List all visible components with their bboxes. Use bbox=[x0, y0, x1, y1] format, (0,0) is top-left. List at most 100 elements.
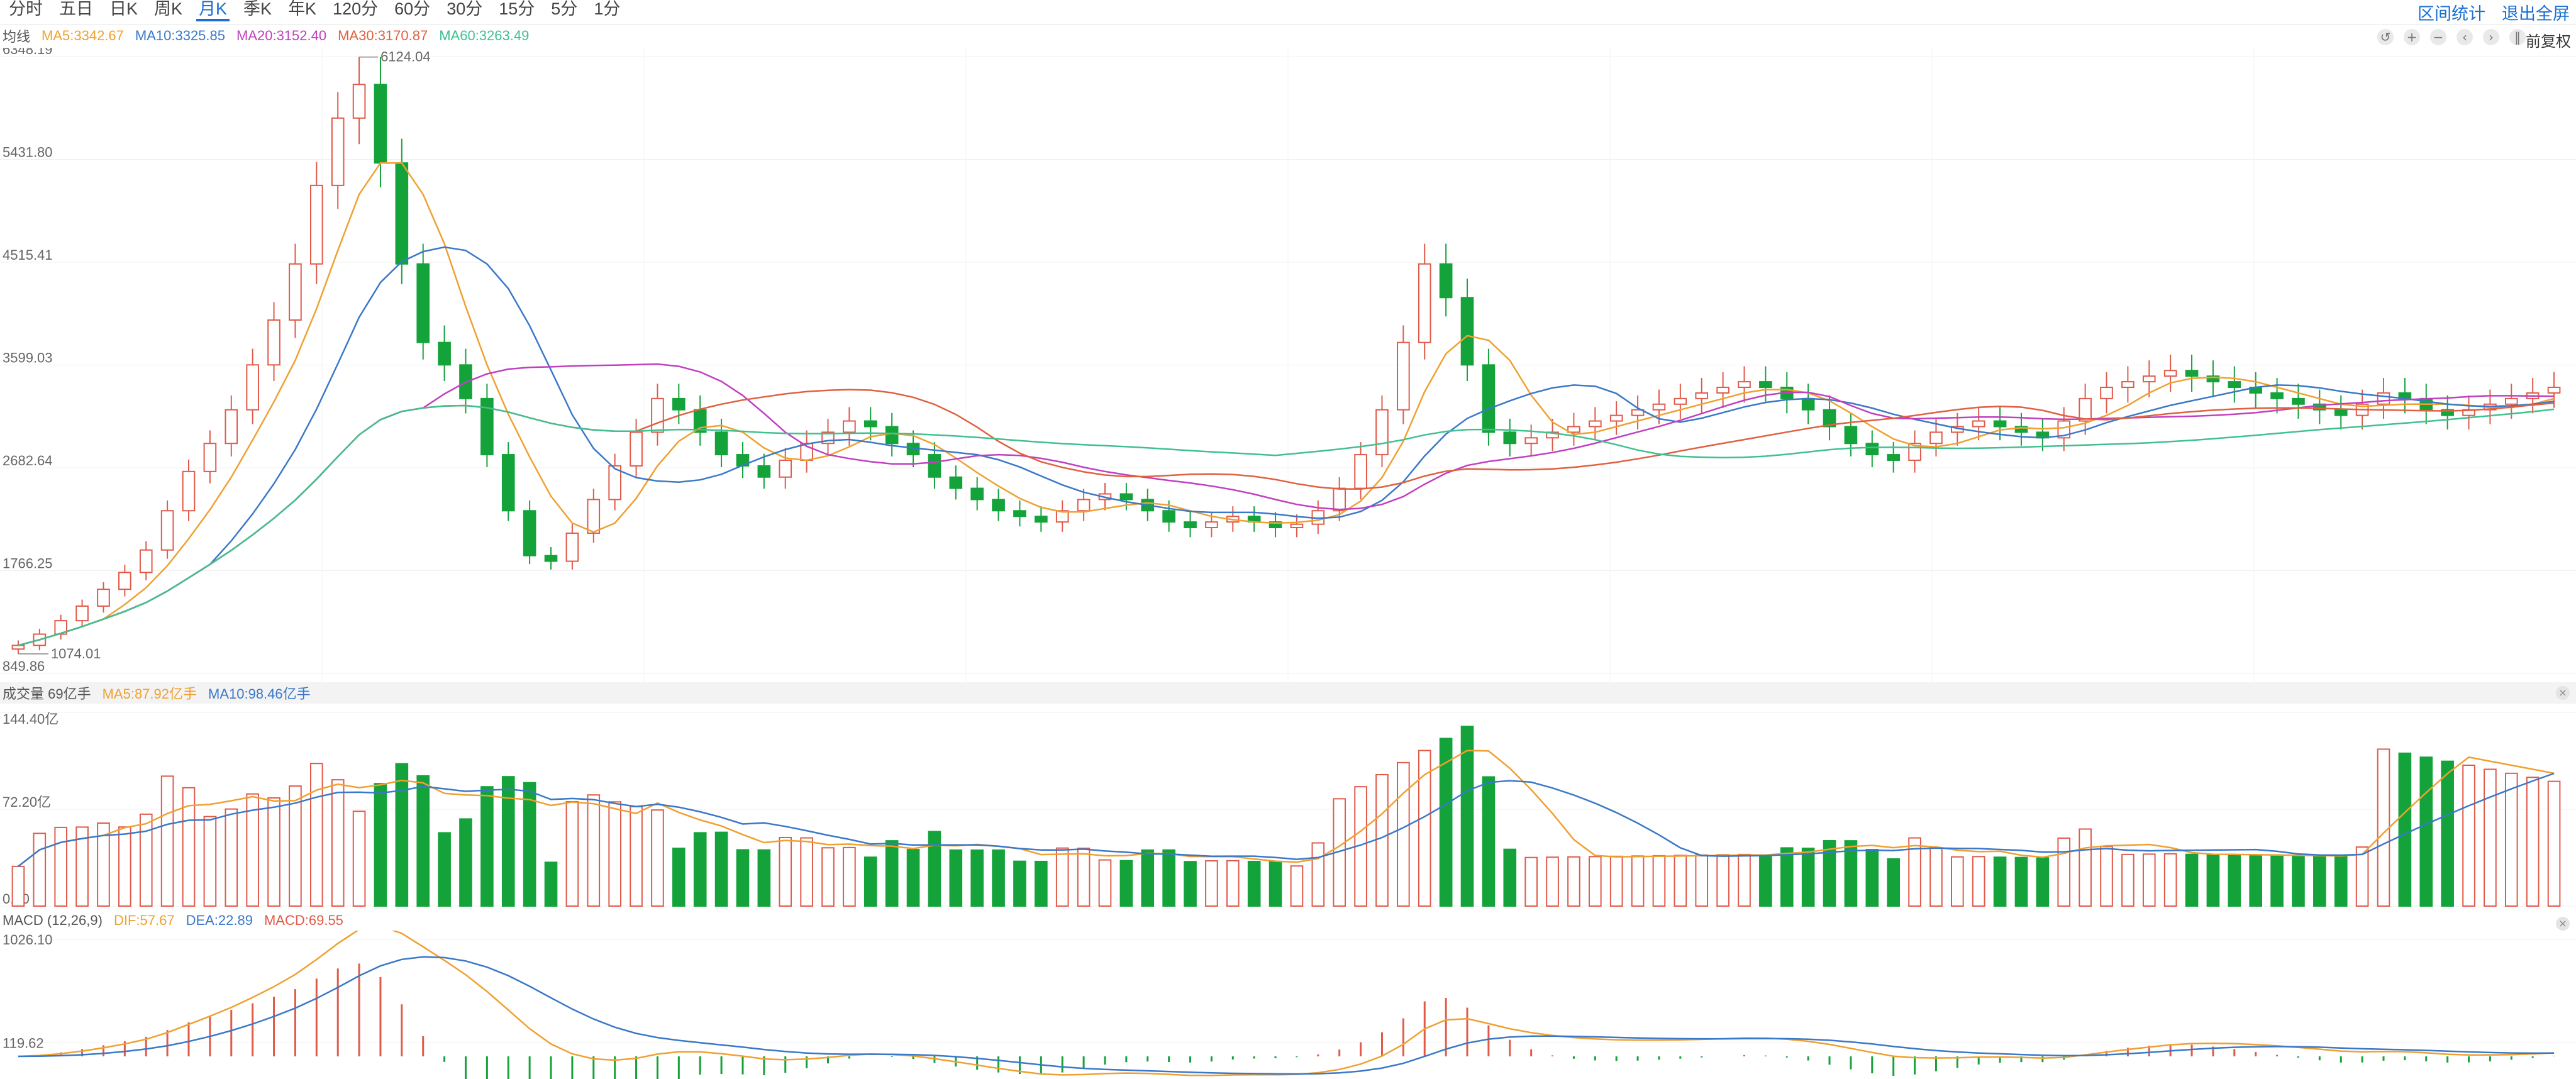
candle-body bbox=[2313, 403, 2326, 411]
dif-legend: DIF:57.67 bbox=[113, 912, 175, 928]
volume-bar bbox=[651, 809, 664, 907]
vol-ma5-line bbox=[18, 750, 2555, 867]
tab-120-min[interactable]: 120分 bbox=[333, 0, 379, 18]
macd-chart[interactable]: 1026.10 119.62 bbox=[0, 931, 2576, 1079]
volume-bar bbox=[1055, 847, 1069, 907]
close-macd-icon[interactable]: × bbox=[2556, 917, 2570, 931]
zoom-out-icon[interactable]: − bbox=[2430, 29, 2446, 45]
range-stats-link[interactable]: 区间统计 bbox=[2418, 4, 2485, 23]
candle-body bbox=[2100, 387, 2113, 399]
volume-bar bbox=[630, 805, 643, 907]
candle-body bbox=[438, 341, 451, 366]
volume-bar bbox=[2163, 853, 2177, 907]
volume-bar bbox=[160, 775, 174, 907]
candle-body bbox=[757, 465, 771, 478]
candle-body bbox=[565, 532, 579, 562]
volume-bar bbox=[2057, 837, 2071, 907]
zoom-in-icon[interactable]: + bbox=[2404, 29, 2420, 45]
volume-bar bbox=[1674, 855, 1687, 907]
candle-body bbox=[395, 162, 409, 265]
volume-bar bbox=[1652, 855, 1666, 907]
volume-bar bbox=[1375, 773, 1389, 907]
volume-bar bbox=[97, 822, 110, 907]
candle-body bbox=[2228, 381, 2241, 389]
volume-bar bbox=[1972, 856, 1985, 907]
tab-5-min[interactable]: 5分 bbox=[551, 0, 578, 18]
volume-bar bbox=[736, 849, 750, 907]
tab-five-day[interactable]: 五日 bbox=[59, 0, 93, 18]
volume-bar bbox=[1247, 860, 1261, 907]
volume-bar bbox=[693, 832, 707, 907]
next-icon[interactable]: › bbox=[2483, 29, 2499, 45]
volume-bar bbox=[246, 793, 259, 907]
y-tick-label: 1026.10 bbox=[3, 932, 53, 948]
candle-body bbox=[1205, 521, 1218, 529]
candle-body bbox=[949, 476, 963, 489]
candle-body bbox=[2292, 397, 2305, 405]
volume-bar bbox=[289, 785, 302, 907]
chart-toolbar: ↺ + − ‹ › ‖ bbox=[2377, 29, 2526, 45]
candle-body bbox=[246, 364, 259, 411]
volume-bar bbox=[1460, 726, 1474, 907]
tab-weekly-k[interactable]: 周K bbox=[154, 0, 183, 18]
candle-body bbox=[1993, 420, 2007, 428]
tab-yearly-k[interactable]: 年K bbox=[288, 0, 317, 18]
volume-bar bbox=[1929, 847, 1943, 907]
candle-body bbox=[1333, 487, 1346, 512]
candle-body bbox=[843, 420, 856, 433]
volume-bar bbox=[1141, 849, 1155, 907]
candle-body bbox=[1887, 454, 1900, 461]
tab-quarterly-k[interactable]: 季K bbox=[243, 0, 272, 18]
candle-body bbox=[928, 454, 941, 478]
tab-monthly-k[interactable]: 月K bbox=[196, 0, 230, 23]
volume-bar bbox=[182, 787, 196, 907]
volume-bar bbox=[1631, 855, 1645, 907]
prev-icon[interactable]: ‹ bbox=[2457, 29, 2473, 45]
low-annotation: 1074.01 bbox=[51, 646, 101, 661]
candle-body bbox=[1972, 420, 1985, 428]
candle-body bbox=[1375, 409, 1389, 456]
candle-body bbox=[1929, 431, 1943, 445]
candle-body bbox=[1631, 409, 1645, 416]
candle-body bbox=[2079, 397, 2092, 422]
volume-bar bbox=[2079, 828, 2092, 907]
pause-icon[interactable]: ‖ bbox=[2509, 29, 2526, 45]
candle-body bbox=[139, 549, 153, 573]
exit-fullscreen-link[interactable]: 退出全屏 bbox=[2502, 4, 2570, 23]
candle-body bbox=[970, 487, 984, 501]
candle-body bbox=[501, 454, 515, 512]
close-volume-icon[interactable]: × bbox=[2556, 686, 2570, 700]
tab-30-min[interactable]: 30分 bbox=[447, 0, 483, 18]
volume-bar bbox=[672, 848, 686, 907]
candle-body bbox=[2185, 370, 2199, 377]
undo-icon[interactable]: ↺ bbox=[2377, 29, 2394, 45]
tab-1-min[interactable]: 1分 bbox=[594, 0, 621, 18]
volume-bar bbox=[374, 783, 387, 907]
ma10-line bbox=[18, 246, 2555, 646]
volume-bar bbox=[225, 808, 238, 907]
candle-body bbox=[182, 470, 196, 512]
candle-body bbox=[2163, 370, 2177, 377]
volume-bar bbox=[1887, 858, 1900, 907]
tab-daily-k[interactable]: 日K bbox=[109, 0, 138, 18]
candle-body bbox=[714, 431, 728, 456]
tab-15-min[interactable]: 15分 bbox=[499, 0, 535, 18]
candle-body bbox=[309, 184, 323, 265]
tab-intraday[interactable]: 分时 bbox=[9, 0, 43, 18]
volume-bar bbox=[949, 849, 963, 907]
candle-body bbox=[1439, 263, 1453, 299]
y-tick-label: 3599.03 bbox=[3, 350, 53, 366]
y-tick-label: 2682.64 bbox=[3, 453, 53, 468]
volume-bar bbox=[1013, 860, 1026, 907]
candle-body bbox=[885, 426, 899, 445]
volume-header bbox=[0, 682, 2576, 704]
dea-line bbox=[18, 956, 2555, 1075]
candlestick-chart[interactable]: 6348.19 5431.80 4515.41 3599.03 2682.64 1766.… bbox=[0, 48, 2576, 682]
tab-60-min[interactable]: 60分 bbox=[394, 0, 431, 18]
volume-bar bbox=[2484, 768, 2497, 907]
candle-body bbox=[1055, 510, 1069, 523]
adjust-mode-selector[interactable]: 前复权 bbox=[2526, 33, 2571, 50]
volume-bar bbox=[395, 763, 409, 907]
